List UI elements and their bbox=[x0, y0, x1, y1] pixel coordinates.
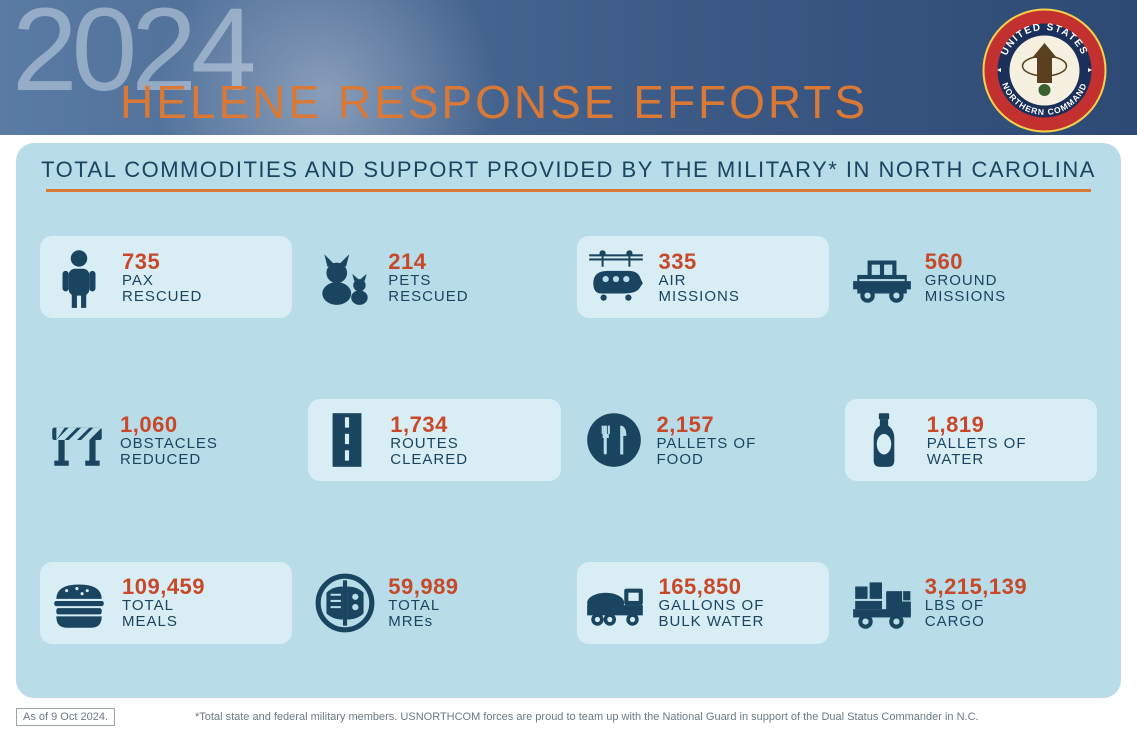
footer-date: As of 9 Oct 2024. bbox=[16, 708, 115, 726]
main-title: HELENE RESPONSE EFFORTS bbox=[120, 75, 868, 129]
stat-item: 59,989TOTALMREs bbox=[308, 545, 560, 660]
stat-label-2: WATER bbox=[927, 452, 1027, 468]
stat-item: 560GROUNDMISSIONS bbox=[845, 220, 1097, 335]
road-icon bbox=[314, 407, 380, 473]
stat-label-1: TOTAL bbox=[388, 598, 458, 614]
stats-panel: TOTAL COMMODITIES AND SUPPORT PROVIDED B… bbox=[16, 143, 1121, 698]
stat-text: 735PAXRESCUED bbox=[122, 250, 202, 305]
northcom-seal-icon: UNITED STATES NORTHERN COMMAND bbox=[982, 8, 1107, 133]
stat-plain: 59,989TOTALMREs bbox=[308, 562, 560, 644]
stat-label-2: RESCUED bbox=[388, 289, 468, 305]
pets-icon bbox=[312, 244, 378, 310]
stat-item: 335AIRMISSIONS bbox=[577, 220, 829, 335]
stat-label-1: PALLETS OF bbox=[927, 436, 1027, 452]
stat-text: 109,459TOTALMEALS bbox=[122, 575, 205, 630]
stat-text: 3,215,139LBS OFCARGO bbox=[925, 575, 1027, 630]
stat-label-1: GROUND bbox=[925, 273, 1006, 289]
stat-pill: 1,734ROUTESCLEARED bbox=[308, 399, 560, 481]
stat-value: 109,459 bbox=[122, 575, 205, 598]
stat-plain: 1,060OBSTACLESREDUCED bbox=[40, 399, 292, 481]
stat-label-1: PETS bbox=[388, 273, 468, 289]
stat-value: 560 bbox=[925, 250, 1006, 273]
barrier-icon bbox=[44, 407, 110, 473]
stat-text: 2,157PALLETS OFFOOD bbox=[657, 413, 757, 468]
stat-plain: 214PETSRESCUED bbox=[308, 236, 560, 318]
stat-label-1: PALLETS OF bbox=[657, 436, 757, 452]
stat-label-1: TOTAL bbox=[122, 598, 205, 614]
stat-plain: 560GROUNDMISSIONS bbox=[845, 236, 1097, 318]
stat-label-2: CARGO bbox=[925, 614, 1027, 630]
footer: As of 9 Oct 2024. *Total state and feder… bbox=[16, 708, 1121, 726]
stat-label-1: PAX bbox=[122, 273, 202, 289]
stat-item: 165,850GALLONS OFBULK WATER bbox=[577, 545, 829, 660]
stat-value: 335 bbox=[659, 250, 740, 273]
stat-pill: 1,819PALLETS OFWATER bbox=[845, 399, 1097, 481]
stat-text: 1,734ROUTESCLEARED bbox=[390, 413, 468, 468]
stat-pill: 165,850GALLONS OFBULK WATER bbox=[577, 562, 829, 644]
stat-label-1: OBSTACLES bbox=[120, 436, 218, 452]
stat-text: 560GROUNDMISSIONS bbox=[925, 250, 1006, 305]
stat-item: 1,060OBSTACLESREDUCED bbox=[40, 383, 292, 498]
stat-item: 3,215,139LBS OFCARGO bbox=[845, 545, 1097, 660]
stat-label-2: BULK WATER bbox=[659, 614, 765, 630]
helicopter-icon bbox=[583, 244, 649, 310]
stat-label-2: CLEARED bbox=[390, 452, 468, 468]
truck-icon bbox=[849, 570, 915, 636]
stat-label-2: MEALS bbox=[122, 614, 205, 630]
stat-item: 214PETSRESCUED bbox=[308, 220, 560, 335]
stat-pill: 735PAXRESCUED bbox=[40, 236, 292, 318]
stat-plain: 3,215,139LBS OFCARGO bbox=[845, 562, 1097, 644]
stat-item: 1,819PALLETS OFWATER bbox=[845, 383, 1097, 498]
food-icon bbox=[581, 407, 647, 473]
stat-label-2: RESCUED bbox=[122, 289, 202, 305]
stat-plain: 2,157PALLETS OFFOOD bbox=[577, 399, 829, 481]
bottle-icon bbox=[851, 407, 917, 473]
stat-value: 1,060 bbox=[120, 413, 218, 436]
stat-label-2: REDUCED bbox=[120, 452, 218, 468]
stat-text: 1,060OBSTACLESREDUCED bbox=[120, 413, 218, 468]
stat-label-2: FOOD bbox=[657, 452, 757, 468]
stat-label-2: MREs bbox=[388, 614, 458, 630]
humvee-icon bbox=[849, 244, 915, 310]
stat-value: 2,157 bbox=[657, 413, 757, 436]
stat-label-1: LBS OF bbox=[925, 598, 1027, 614]
stat-text: 335AIRMISSIONS bbox=[659, 250, 740, 305]
stat-item: 2,157PALLETS OFFOOD bbox=[577, 383, 829, 498]
stat-text: 165,850GALLONS OFBULK WATER bbox=[659, 575, 765, 630]
stat-value: 3,215,139 bbox=[925, 575, 1027, 598]
stat-label-1: ROUTES bbox=[390, 436, 468, 452]
footer-note: *Total state and federal military member… bbox=[195, 711, 979, 723]
stats-grid: 735PAXRESCUED214PETSRESCUED335AIRMISSION… bbox=[36, 220, 1101, 660]
stat-label-2: MISSIONS bbox=[659, 289, 740, 305]
burger-icon bbox=[46, 570, 112, 636]
stat-item: 735PAXRESCUED bbox=[40, 220, 292, 335]
stat-text: 59,989TOTALMREs bbox=[388, 575, 458, 630]
stat-text: 214PETSRESCUED bbox=[388, 250, 468, 305]
stat-value: 1,734 bbox=[390, 413, 468, 436]
subtitle: TOTAL COMMODITIES AND SUPPORT PROVIDED B… bbox=[36, 157, 1101, 183]
stat-text: 1,819PALLETS OFWATER bbox=[927, 413, 1027, 468]
stat-pill: 335AIRMISSIONS bbox=[577, 236, 829, 318]
stat-item: 1,734ROUTESCLEARED bbox=[308, 383, 560, 498]
stat-item: 109,459TOTALMEALS bbox=[40, 545, 292, 660]
stat-label-2: MISSIONS bbox=[925, 289, 1006, 305]
header-banner: 2024 HELENE RESPONSE EFFORTS UNITED STAT… bbox=[0, 0, 1137, 135]
stat-value: 59,989 bbox=[388, 575, 458, 598]
stat-value: 1,819 bbox=[927, 413, 1027, 436]
divider-line bbox=[46, 189, 1091, 192]
stat-label-1: GALLONS OF bbox=[659, 598, 765, 614]
tanker-icon bbox=[583, 570, 649, 636]
stat-label-1: AIR bbox=[659, 273, 740, 289]
stat-value: 735 bbox=[122, 250, 202, 273]
mre-icon bbox=[312, 570, 378, 636]
person-icon bbox=[46, 244, 112, 310]
stat-value: 214 bbox=[388, 250, 468, 273]
stat-pill: 109,459TOTALMEALS bbox=[40, 562, 292, 644]
stat-value: 165,850 bbox=[659, 575, 765, 598]
